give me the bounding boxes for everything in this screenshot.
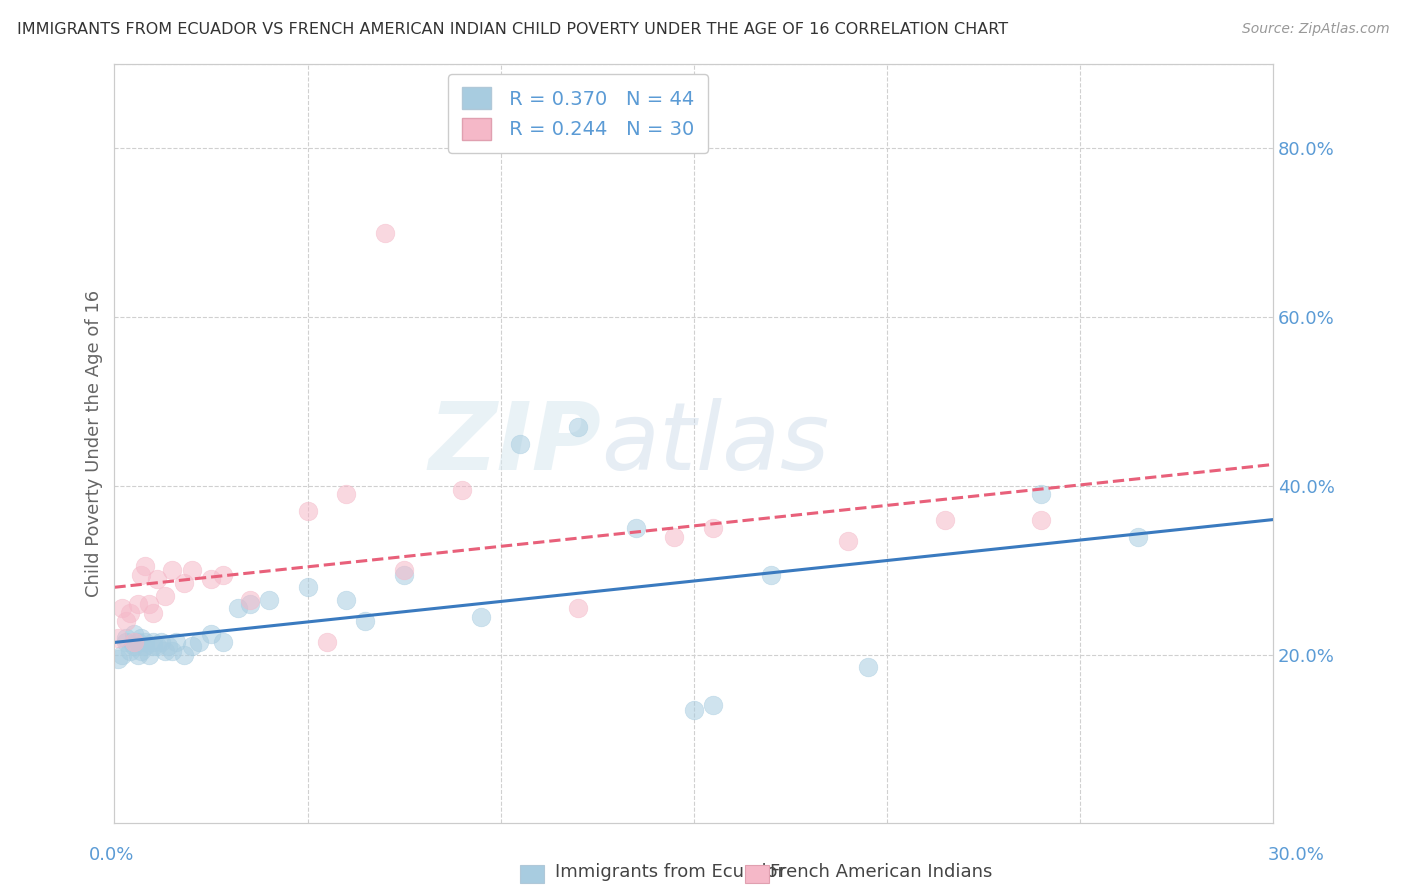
Point <box>127 635 149 649</box>
Text: Source: ZipAtlas.com: Source: ZipAtlas.com <box>1241 22 1389 37</box>
Point <box>162 643 184 657</box>
Point <box>107 652 129 666</box>
Point <box>118 606 141 620</box>
Point <box>118 643 141 657</box>
Point <box>392 567 415 582</box>
Point <box>211 567 233 582</box>
Point <box>138 648 160 662</box>
Point <box>127 597 149 611</box>
Point <box>624 521 647 535</box>
Point <box>226 601 249 615</box>
Text: Immigrants from Ecuador: Immigrants from Ecuador <box>555 863 786 881</box>
Point <box>335 593 357 607</box>
Point <box>335 487 357 501</box>
Point <box>451 483 474 498</box>
Point <box>134 640 156 654</box>
Point <box>682 702 704 716</box>
Point <box>702 698 724 713</box>
Point <box>111 648 134 662</box>
Point <box>122 635 145 649</box>
Point <box>257 593 280 607</box>
Point <box>131 567 153 582</box>
Text: atlas: atlas <box>600 398 830 490</box>
Point <box>934 513 956 527</box>
Point <box>702 521 724 535</box>
Point <box>837 533 859 548</box>
Point <box>107 631 129 645</box>
Point <box>180 640 202 654</box>
Text: 0.0%: 0.0% <box>89 846 134 863</box>
Point <box>131 631 153 645</box>
Text: ZIP: ZIP <box>429 398 600 490</box>
Point <box>131 643 153 657</box>
Point <box>157 640 180 654</box>
Point <box>173 648 195 662</box>
Point <box>127 648 149 662</box>
Text: 30.0%: 30.0% <box>1268 846 1324 863</box>
Point <box>180 563 202 577</box>
Point <box>173 576 195 591</box>
Point <box>509 437 531 451</box>
Point <box>297 504 319 518</box>
Legend:  R = 0.370   N = 44,  R = 0.244   N = 30: R = 0.370 N = 44, R = 0.244 N = 30 <box>449 74 707 153</box>
Point <box>470 609 492 624</box>
Point <box>239 597 262 611</box>
Point <box>149 635 172 649</box>
Point <box>115 631 138 645</box>
Point <box>239 593 262 607</box>
Point <box>315 635 337 649</box>
Point <box>567 601 589 615</box>
Point <box>165 635 187 649</box>
Point <box>211 635 233 649</box>
Point <box>115 635 138 649</box>
Point <box>142 640 165 654</box>
Point <box>134 635 156 649</box>
Point <box>146 640 169 654</box>
Point <box>297 580 319 594</box>
Point <box>188 635 211 649</box>
Point <box>138 597 160 611</box>
Point <box>567 420 589 434</box>
Text: French American Indians: French American Indians <box>770 863 993 881</box>
Point <box>1126 530 1149 544</box>
Point <box>153 589 176 603</box>
Point <box>200 626 222 640</box>
Point <box>146 572 169 586</box>
Point <box>664 530 686 544</box>
Point <box>111 601 134 615</box>
Point <box>122 626 145 640</box>
Text: IMMIGRANTS FROM ECUADOR VS FRENCH AMERICAN INDIAN CHILD POVERTY UNDER THE AGE OF: IMMIGRANTS FROM ECUADOR VS FRENCH AMERIC… <box>17 22 1008 37</box>
Point <box>856 660 879 674</box>
Point <box>374 226 396 240</box>
Point <box>115 614 138 628</box>
Point <box>122 640 145 654</box>
Y-axis label: Child Poverty Under the Age of 16: Child Poverty Under the Age of 16 <box>86 290 103 598</box>
Point <box>153 643 176 657</box>
Point <box>142 606 165 620</box>
Point <box>392 563 415 577</box>
Point <box>200 572 222 586</box>
Point <box>1031 513 1053 527</box>
Point <box>142 635 165 649</box>
Point <box>1031 487 1053 501</box>
Point <box>134 559 156 574</box>
Point <box>162 563 184 577</box>
Point <box>759 567 782 582</box>
Point <box>354 614 377 628</box>
